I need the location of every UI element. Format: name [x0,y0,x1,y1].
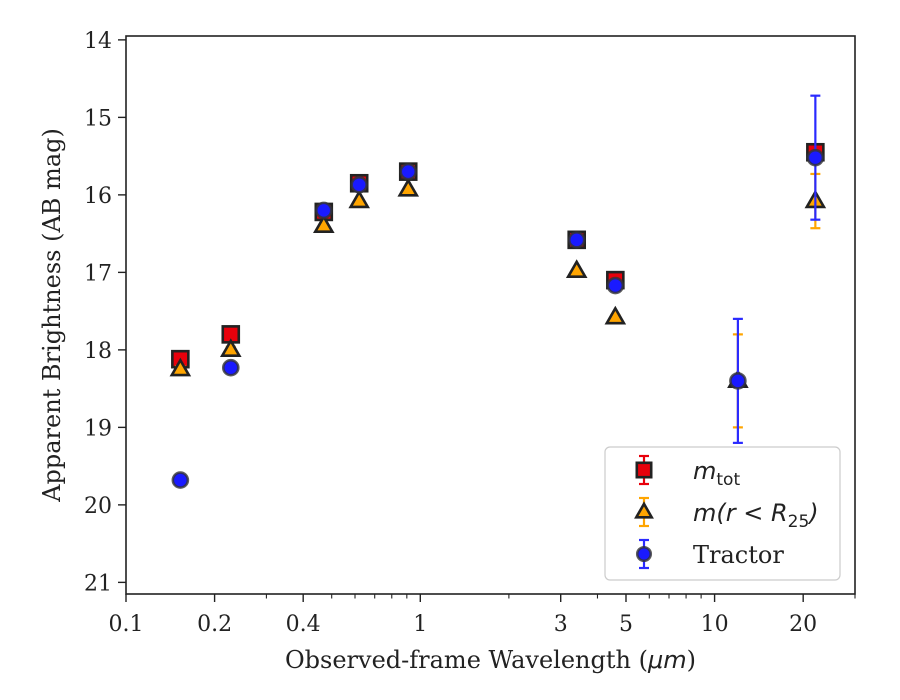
data-point [729,372,747,390]
x-tick-label: 0.4 [286,612,321,637]
legend-marker-triangle [634,501,654,519]
x-tick-label: 10 [701,612,729,637]
plot-frame [125,35,856,595]
y-tick-label: 19 [84,416,112,441]
data-point [350,176,368,194]
legend-label-sub: tot [716,470,740,490]
legend-marker-circle [635,545,653,563]
legend-marker-square [635,461,653,479]
x-tick-label: 5 [619,612,633,637]
x-tick-label: 0.1 [109,612,144,637]
legend-label: mtot [693,457,740,490]
data-point [348,189,370,209]
y-tick-label: 14 [84,29,112,54]
data-point [169,357,192,377]
y-tick-label: 21 [84,571,112,596]
data-point [604,305,627,325]
data-point [312,214,335,234]
y-tick-label: 20 [84,494,112,519]
y-tick-label: 16 [84,184,112,209]
data-point [806,148,825,167]
data-point [565,259,588,278]
legend-label-end: ) [807,499,818,527]
data-point [314,201,333,220]
series-square [171,142,825,369]
data-point [171,471,190,489]
data-point [221,358,240,377]
y-axis-label: Apparent Brightness (AB mag) [38,128,66,503]
data-marks [169,94,827,489]
legend-label-sub: 25 [788,512,810,532]
data-point [397,177,420,197]
legend-label: Tractor [693,541,784,569]
series-triangle [169,172,827,429]
y-tick-label: 18 [84,339,112,364]
x-axis-label: Observed-frame Wavelength (μm) [285,646,696,674]
legend-label: m(r < R25) [693,499,819,532]
legend-box [604,446,841,581]
data-point [219,338,242,358]
data-point [606,276,625,295]
x-tick-label: 1 [413,612,427,637]
axes: 0.1 0.2 0.4 1 3 5 10 20 14 15 16 17 18 19 20 21 [84,29,856,637]
y-tick-label: 15 [84,106,112,131]
x-tick-label: 0.2 [197,612,232,637]
x-tick-label: 3 [554,612,568,637]
x-tick-label: 20 [789,612,817,637]
legend: mtot m(r < R25) Tractor [604,446,841,581]
data-point [399,162,418,181]
data-point [567,231,586,249]
series-circle [171,94,825,489]
legend-label-base: m [693,457,716,485]
legend-label-base: m(r < R [693,499,788,527]
y-tick-label: 17 [84,261,112,286]
